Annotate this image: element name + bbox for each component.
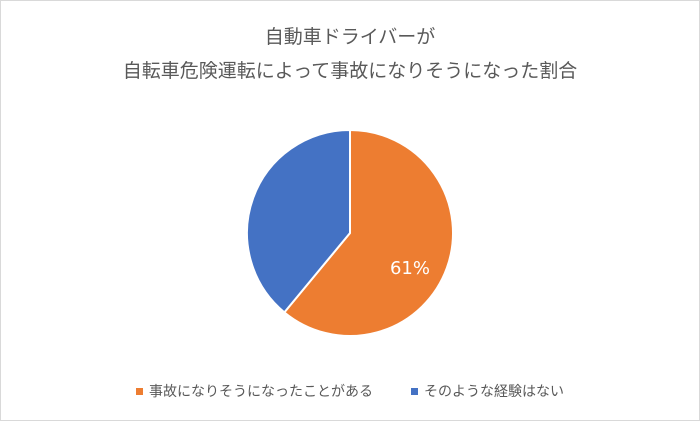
- legend-label: そのような経験はない: [424, 384, 564, 400]
- chart-title-line-2: 自転車危険運転によって事故になりそうになった割合: [122, 60, 578, 82]
- legend: 事故になりそうになったことがある そのような経験はない: [0, 381, 700, 401]
- chart-title-line-1: 自動車ドライバーが: [264, 26, 436, 48]
- pie-slice-0[interactable]: [282, 128, 454, 337]
- legend-label: 事故になりそうになったことがある: [149, 384, 373, 400]
- legend-swatch-blue: [411, 387, 418, 395]
- data-label-orange: 61%: [390, 258, 430, 279]
- legend-item-accident[interactable]: 事故になりそうになったことがある: [136, 381, 373, 401]
- legend-swatch-orange: [136, 387, 143, 395]
- legend-item-no-experience[interactable]: そのような経験はない: [411, 381, 564, 401]
- pie-slice-1[interactable]: [246, 128, 351, 314]
